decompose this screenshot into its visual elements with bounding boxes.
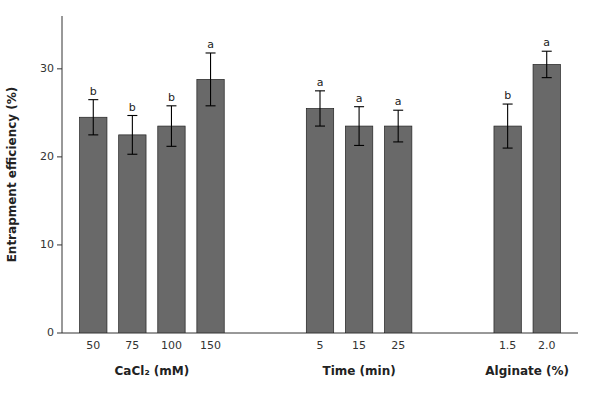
chart: 0 10 20 30 Entrapment efficiency (%) b 50 b 75 b 1… <box>0 0 594 405</box>
error-bar <box>393 110 403 142</box>
error-bar <box>354 107 364 146</box>
bar <box>494 126 521 333</box>
significance-letter: a <box>317 76 324 89</box>
y-axis-label: Entrapment efficiency (%) <box>5 87 19 263</box>
significance-letter: a <box>543 36 550 49</box>
error-bar <box>127 116 137 155</box>
y-tick-label: 20 <box>40 150 54 163</box>
x-tick-label: 100 <box>161 339 182 352</box>
y-axis-line <box>62 16 63 333</box>
group-label: Alginate (%) <box>485 364 569 378</box>
y-tick <box>57 244 62 245</box>
y-tick <box>57 333 62 334</box>
significance-letter: b <box>504 89 511 102</box>
error-bar <box>503 104 513 148</box>
y-tick <box>57 68 62 69</box>
group-label: Time (min) <box>322 364 395 378</box>
x-tick-label: 150 <box>200 339 221 352</box>
significance-letter: a <box>207 38 214 51</box>
error-bar <box>206 53 216 106</box>
x-tick-label: 50 <box>86 339 100 352</box>
bar <box>533 64 560 333</box>
y-axis: 0 10 20 30 <box>40 16 62 339</box>
error-bar <box>88 100 98 135</box>
significance-letter: b <box>168 91 175 104</box>
group-label: CaCl₂ (mM) <box>115 364 190 378</box>
significance-letter: a <box>395 95 402 108</box>
bar <box>197 79 224 333</box>
bar <box>345 126 372 333</box>
x-tick-label: 1.5 <box>499 339 517 352</box>
significance-letter: b <box>90 85 97 98</box>
significance-letter: a <box>356 92 363 105</box>
bar <box>385 126 412 333</box>
y-tick-label: 30 <box>40 62 54 75</box>
y-tick-label: 0 <box>47 326 54 339</box>
x-tick-label: 15 <box>352 339 366 352</box>
labels: b 50 b 75 b 100 a 150 CaCl₂ (mM) a 5 a 15 a 25 Time (mi… <box>86 36 569 378</box>
error-bar <box>315 91 325 126</box>
bar <box>119 135 146 333</box>
y-tick <box>57 156 62 157</box>
bar <box>306 108 333 333</box>
x-tick-label: 25 <box>391 339 405 352</box>
bars <box>80 51 561 333</box>
y-tick-label: 10 <box>40 238 54 251</box>
error-bar <box>542 51 552 77</box>
bar <box>80 117 107 333</box>
error-bar <box>166 106 176 147</box>
x-tick-label: 2.0 <box>538 339 556 352</box>
x-tick-label: 5 <box>317 339 324 352</box>
bar <box>158 126 185 333</box>
significance-letter: b <box>129 101 136 114</box>
x-tick-label: 75 <box>125 339 139 352</box>
